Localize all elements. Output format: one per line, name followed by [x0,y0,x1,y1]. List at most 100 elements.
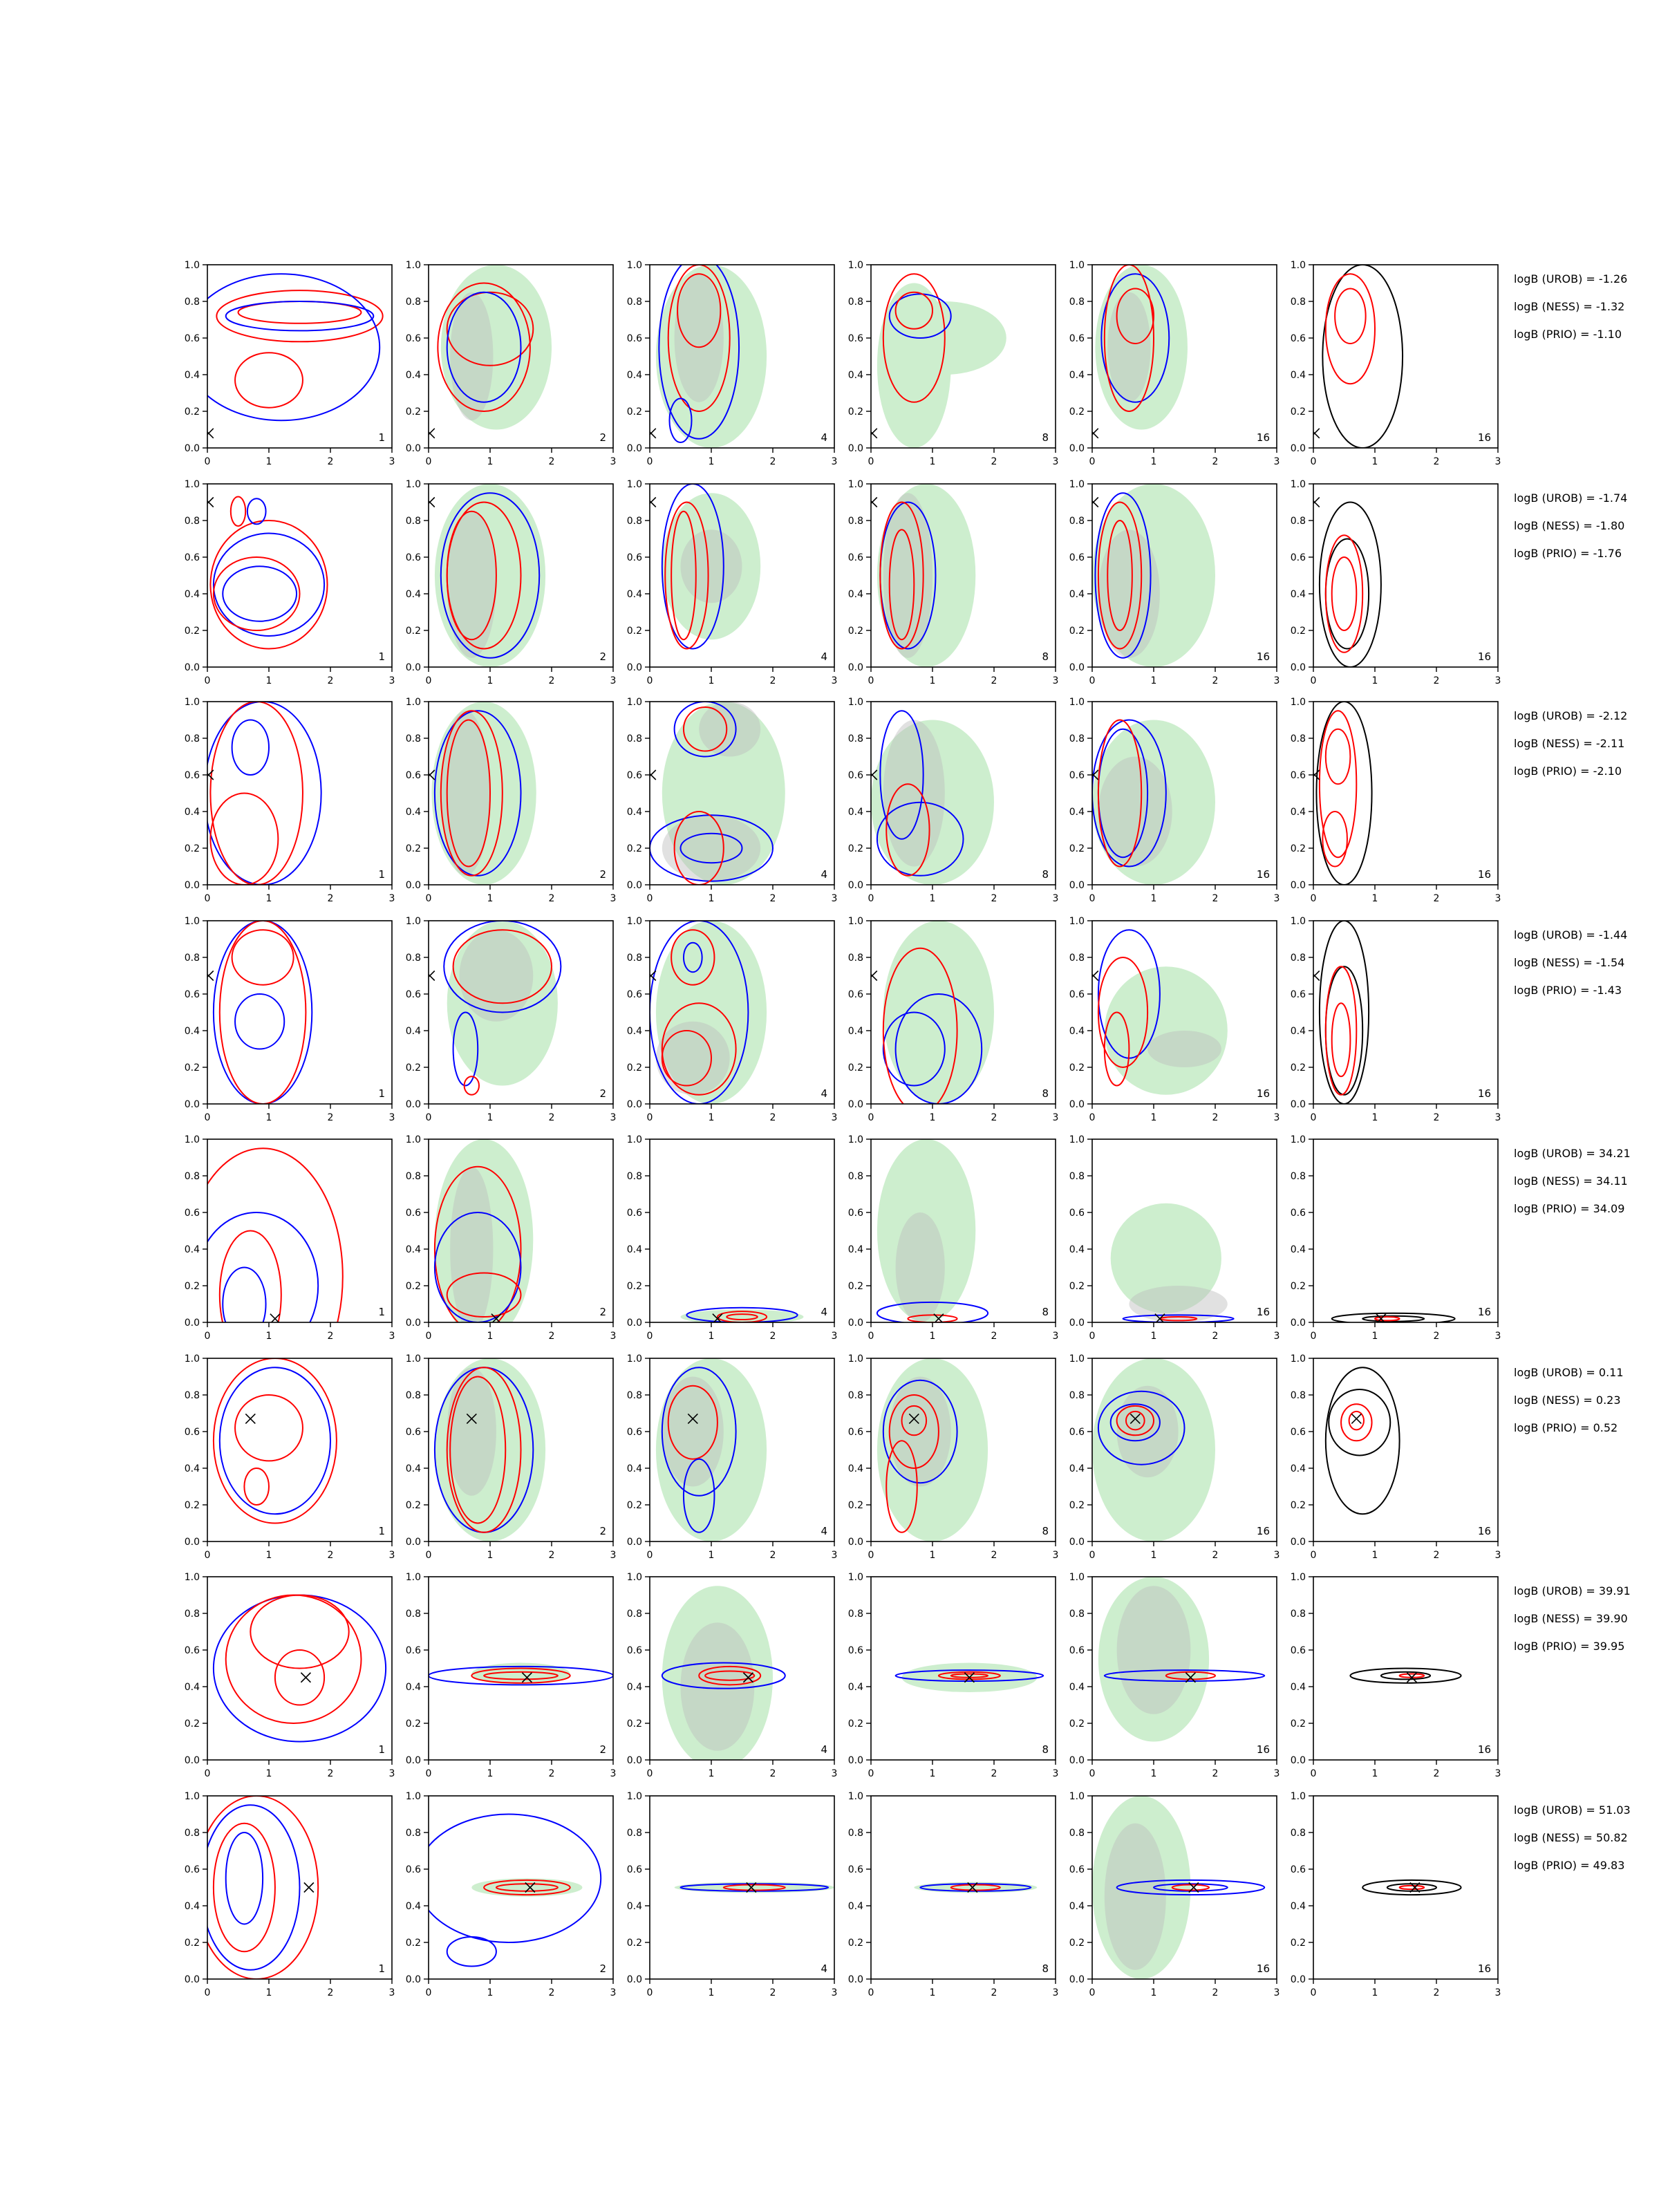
density-fill-inner [699,702,761,757]
y-tick-label: 1.0 [1069,1572,1085,1583]
x-tick-label: 0 [1089,1112,1096,1123]
x-tick-label: 0 [1311,1550,1317,1561]
axes-frame [649,483,835,668]
blue-contour [876,801,964,877]
density-fill-inner [1147,1031,1221,1067]
x-tick-label: 1 [930,675,936,686]
y-tick-label: 0.4 [185,1463,200,1474]
y-tick-label: 0.8 [1069,1390,1085,1401]
y-tick-label: 0.8 [848,1828,863,1839]
y-tick-label: 1.0 [1069,916,1085,927]
axes-frame [870,701,1056,885]
panel-r1-c4: 0 1 2 3 0.0 0.2 0.4 0.6 0.8 1.0 8 [848,260,1059,467]
logb-stat: logB (PRIO) = -1.76 [1514,547,1622,560]
x-tick-label: 1 [930,456,936,467]
blue-contour [212,921,313,1104]
y-tick-label: 1.0 [1069,1353,1085,1365]
panel-annotation: 2 [599,868,606,881]
y-tick-label: 1.0 [1291,916,1306,927]
x-tick-label: 0 [426,893,432,904]
y-tick-label: 0.2 [627,1500,642,1511]
true-value-marker [1313,769,1320,780]
y-tick-label: 0.6 [406,770,421,781]
black-contour [1331,1312,1456,1322]
panel-r5-c6: 0 1 2 3 0.0 0.2 0.4 0.6 0.8 1.0 16 [1291,1134,1501,1342]
y-tick-label: 0.8 [185,733,200,744]
y-tick-label: 0.2 [1291,1938,1306,1949]
x-tick-label: 1 [1372,456,1378,467]
y-tick-label: 0.8 [1069,1828,1085,1839]
red-contour [207,1796,319,1979]
panel-annotation: 2 [599,650,606,663]
y-tick-label: 0.2 [185,1062,200,1074]
y-tick-label: 0.4 [185,807,200,818]
logb-stat: logB (NESS) = 39.90 [1514,1612,1628,1625]
x-tick-label: 0 [426,1987,432,1998]
y-tick-label: 0.0 [848,1755,863,1766]
y-tick-label: 0.8 [185,1609,200,1620]
x-tick-label: 0 [1089,1768,1096,1779]
x-tick-label: 2 [991,1987,997,1998]
true-value-marker [466,1413,477,1425]
y-tick-label: 0.4 [848,1463,863,1474]
y-tick-label: 0.4 [627,589,642,600]
true-value-marker [207,428,214,439]
x-tick-label: 2 [1212,1768,1219,1779]
y-tick-label: 0.4 [848,1026,863,1037]
panel-r7-c4: 0 1 2 3 0.0 0.2 0.4 0.6 0.8 1.0 8 [848,1572,1059,1779]
x-tick-label: 1 [487,1987,494,1998]
x-tick-label: 1 [487,1768,494,1779]
y-tick-label: 0.0 [627,1099,642,1110]
blue-contour [429,1813,602,1943]
true-value-marker [1092,970,1099,982]
x-tick-label: 0 [647,1112,653,1123]
panel-annotation: 4 [821,1743,827,1756]
x-tick-label: 1 [1372,893,1378,904]
true-value-marker [871,970,878,982]
y-tick-label: 0.6 [185,333,200,344]
y-tick-label: 0.8 [1069,297,1085,308]
y-tick-label: 0.8 [1291,733,1306,744]
blue-contour [682,941,703,973]
x-tick-label: 3 [1495,456,1501,467]
blue-contour [686,1306,798,1322]
x-tick-label: 0 [205,893,211,904]
y-tick-label: 0.4 [406,589,421,600]
axes-frame [1313,264,1499,449]
panel-annotation: 16 [1478,1087,1491,1100]
x-tick-label: 2 [1434,1987,1440,1998]
y-tick-label: 0.6 [1291,552,1306,563]
red-contour [661,1030,713,1087]
y-tick-label: 0.6 [406,1864,421,1875]
panel-annotation: 16 [1257,1743,1270,1756]
x-tick-label: 3 [1053,893,1059,904]
axes-frame [207,1138,393,1323]
x-tick-label: 0 [647,1987,653,1998]
density-fill-inner [1129,1286,1228,1322]
black-contour [1324,1367,1400,1515]
x-tick-label: 3 [832,456,838,467]
black-contour [1315,702,1373,885]
panel-annotation: 16 [1478,650,1491,663]
y-tick-label: 0.4 [1069,1901,1085,1912]
blue-contour [1103,1669,1266,1683]
density-fill-outer [877,1358,988,1541]
x-tick-label: 0 [1089,1550,1096,1561]
y-tick-label: 0.2 [627,1281,642,1292]
x-tick-label: 0 [426,1550,432,1561]
y-tick-label: 1.0 [848,1134,863,1145]
y-tick-label: 0.8 [627,297,642,308]
y-tick-label: 1.0 [627,1134,642,1145]
panel-r8-c2: 0 1 2 3 0.0 0.2 0.4 0.6 0.8 1.0 2 [406,1791,617,1998]
y-tick-label: 1.0 [185,1791,200,1802]
density-fill-outer [1092,720,1215,885]
x-tick-label: 0 [1089,1331,1096,1342]
x-tick-label: 1 [1372,675,1378,686]
blue-contour [879,710,924,840]
y-tick-label: 0.0 [406,1755,421,1766]
y-tick-label: 0.0 [1291,662,1306,673]
y-tick-label: 0.8 [185,953,200,964]
blue-contour [207,1212,319,1322]
x-tick-label: 2 [328,1987,334,1998]
y-tick-label: 0.2 [848,1500,863,1511]
